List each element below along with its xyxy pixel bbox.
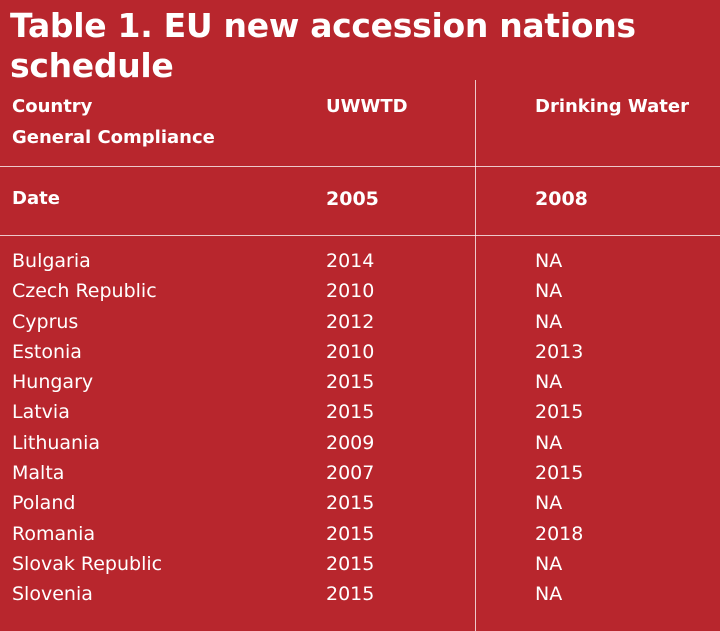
uwwtd-cell: 2015 bbox=[326, 552, 375, 575]
table-row: Romania 2015 2018 bbox=[0, 519, 720, 549]
drinking-water-cell: 2015 bbox=[535, 462, 584, 485]
drinking-water-cell: 2013 bbox=[535, 340, 584, 363]
column-divider bbox=[475, 80, 476, 631]
date-uwwtd: 2005 bbox=[326, 188, 379, 210]
drinking-water-cell: 2018 bbox=[535, 522, 584, 545]
country-cell: Estonia bbox=[12, 340, 82, 363]
drinking-water-cell: NA bbox=[535, 431, 563, 454]
table-row: Cyprus 2012 NA bbox=[0, 307, 720, 337]
date-drinking-water: 2008 bbox=[535, 188, 588, 210]
drinking-water-cell: NA bbox=[535, 492, 563, 515]
drinking-water-cell: NA bbox=[535, 250, 563, 272]
date-label: Date bbox=[12, 188, 60, 209]
country-cell: Malta bbox=[12, 462, 65, 485]
country-cell: Czech Republic bbox=[12, 280, 157, 303]
country-cell: Poland bbox=[12, 492, 76, 515]
table-row: Slovenia 2015 NA bbox=[0, 579, 720, 609]
uwwtd-cell: 2012 bbox=[326, 310, 375, 333]
uwwtd-cell: 2010 bbox=[326, 280, 375, 303]
drinking-water-cell: NA bbox=[535, 310, 563, 333]
drinking-water-cell: NA bbox=[535, 583, 563, 606]
uwwtd-cell: 2009 bbox=[326, 431, 375, 454]
uwwtd-cell: 2015 bbox=[326, 492, 375, 515]
uwwtd-cell: 2010 bbox=[326, 340, 375, 363]
country-cell: Slovak Republic bbox=[12, 552, 163, 575]
country-cell: Bulgaria bbox=[12, 250, 91, 272]
table-row: Latvia 2015 2015 bbox=[0, 397, 720, 427]
drinking-water-cell: NA bbox=[535, 552, 563, 575]
uwwtd-cell: 2015 bbox=[326, 583, 375, 606]
country-cell: Hungary bbox=[12, 371, 94, 394]
country-cell: Latvia bbox=[12, 401, 70, 424]
header-divider bbox=[0, 166, 720, 167]
uwwtd-cell: 2015 bbox=[326, 522, 375, 545]
table-row: Hungary 2015 NA bbox=[0, 367, 720, 397]
uwwtd-cell: 2014 bbox=[326, 250, 375, 272]
date-row-divider bbox=[0, 235, 720, 236]
country-cell: Slovenia bbox=[12, 583, 93, 606]
uwwtd-cell: 2015 bbox=[326, 371, 375, 394]
drinking-water-cell: 2015 bbox=[535, 401, 584, 424]
drinking-water-cell: NA bbox=[535, 280, 563, 303]
country-cell: Romania bbox=[12, 522, 96, 545]
table-title: Table 1. EU new accession nations schedu… bbox=[10, 6, 636, 85]
country-table-body: Bulgaria 2014 NA Czech Republic 2010 NA Cyprus… bbox=[0, 246, 720, 610]
country-cell: Lithuania bbox=[12, 431, 101, 454]
table-row: Bulgaria 2014 NA bbox=[0, 246, 720, 276]
table-row: Czech Republic 2010 NA bbox=[0, 276, 720, 306]
header-general-compliance: General Compliance bbox=[12, 127, 215, 148]
table-row: Malta 2007 2015 bbox=[0, 458, 720, 488]
country-cell: Cyprus bbox=[12, 310, 79, 333]
uwwtd-cell: 2015 bbox=[326, 401, 375, 424]
table-row: Lithuania 2009 NA bbox=[0, 428, 720, 458]
drinking-water-cell: NA bbox=[535, 371, 563, 394]
table-row: Estonia 2010 2013 bbox=[0, 337, 720, 367]
table-row: Poland 2015 NA bbox=[0, 488, 720, 518]
header-drinking-water: Drinking Water bbox=[535, 96, 689, 117]
header-uwwtd: UWWTD bbox=[326, 96, 408, 117]
uwwtd-cell: 2007 bbox=[326, 462, 375, 485]
table-row: Slovak Republic 2015 NA bbox=[0, 549, 720, 579]
header-country: Country bbox=[12, 96, 93, 117]
